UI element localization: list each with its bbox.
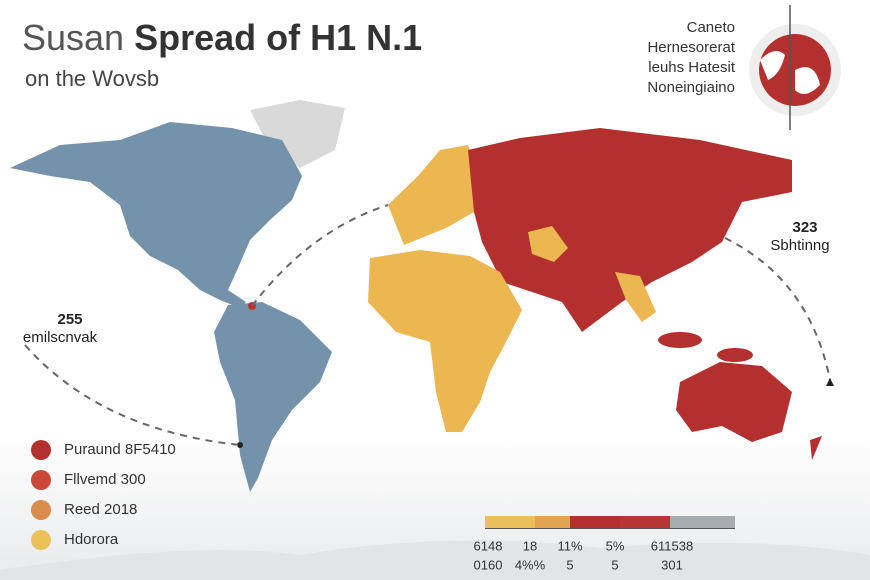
annotation-label: emilscnvak	[23, 329, 98, 346]
world-map	[0, 100, 870, 580]
north-america	[10, 122, 302, 308]
new-guinea	[717, 348, 753, 362]
route	[24, 344, 241, 446]
scale-segment	[485, 516, 535, 528]
legend-swatch	[31, 500, 51, 520]
scale-label: 0160	[474, 557, 503, 572]
legend-label: Hdorora	[64, 531, 119, 548]
australia	[676, 362, 792, 442]
subtitle: on the Wovsb	[25, 66, 159, 91]
scale-segment	[620, 516, 670, 528]
annotation-value: 255	[57, 311, 82, 328]
europe	[388, 145, 482, 245]
greenland	[250, 100, 345, 168]
annotation-value: 323	[792, 219, 817, 236]
scale-label: 301	[661, 557, 683, 572]
scale-label: 18	[523, 538, 537, 553]
antarctica	[0, 540, 870, 580]
title-bold: Spread of H1 N.1	[134, 17, 422, 58]
info-line: Caneto	[687, 19, 735, 36]
point	[237, 442, 243, 448]
annotation-label: Sbhtinng	[770, 237, 829, 254]
scale-segment	[670, 516, 735, 528]
logo	[749, 5, 841, 130]
info-line: Noneingiaino	[647, 79, 735, 96]
asia	[468, 128, 792, 332]
route	[724, 237, 831, 381]
central-asia	[528, 226, 568, 262]
scale-label: 6148	[474, 538, 503, 553]
title-light: Susan	[22, 17, 124, 58]
south-america	[214, 302, 332, 492]
scale-label: 5	[566, 557, 573, 572]
legend-swatch	[31, 530, 51, 550]
scale-segment	[535, 516, 570, 528]
logo-land	[760, 51, 820, 94]
marker	[826, 378, 834, 386]
title: Susan Spread of H1 N.1	[22, 17, 422, 58]
scale-label: 11%	[557, 538, 582, 553]
legend-label: Puraund 8F5410	[64, 441, 176, 458]
scale-label: 611538	[651, 538, 693, 553]
southeast-asia	[615, 272, 656, 322]
scale-axis	[485, 528, 735, 529]
legend-swatch	[31, 440, 51, 460]
scale-segment	[570, 516, 620, 528]
scale-label: 5	[611, 557, 618, 572]
info-line: leuhs Hatesit	[648, 59, 736, 76]
africa	[368, 250, 522, 432]
legend-label: Reed 2018	[64, 501, 137, 518]
info-line: Hernesorerat	[647, 39, 735, 56]
new-zealand	[810, 436, 822, 460]
scale-label: 5%	[606, 538, 625, 553]
scale-label: 4%%	[515, 557, 546, 572]
legend-label: Fllvemd 300	[64, 471, 146, 488]
legend-swatch	[31, 470, 51, 490]
indonesia	[658, 332, 702, 348]
